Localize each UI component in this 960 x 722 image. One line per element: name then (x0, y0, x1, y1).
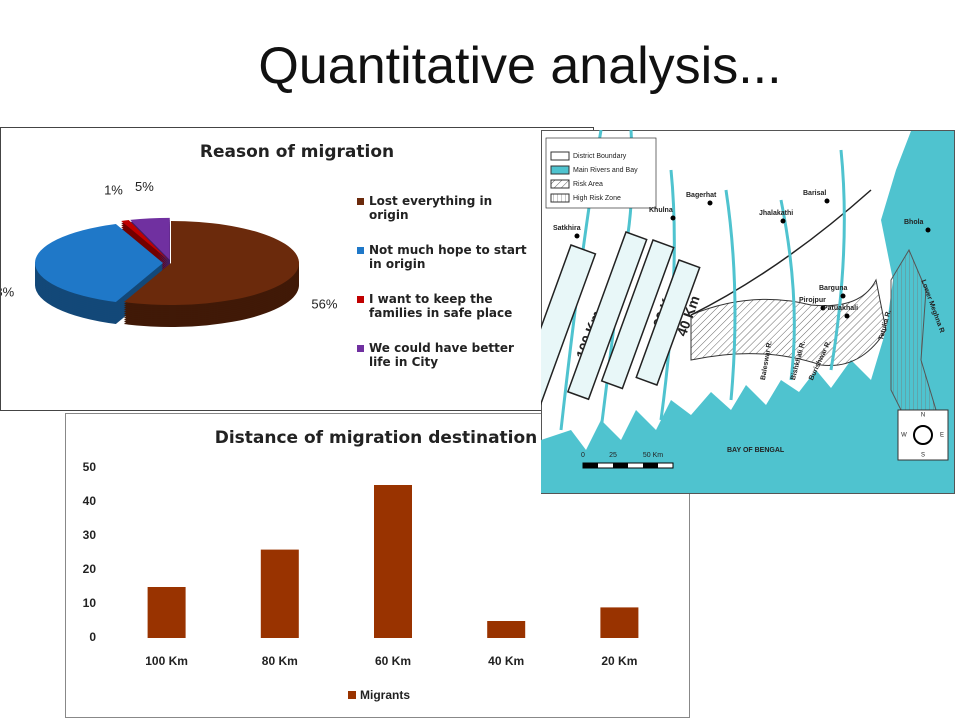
town (707, 200, 713, 206)
legend-label: Not much hope to start in origin (369, 243, 527, 271)
legend-item: I want to keep the families in safe plac… (357, 292, 529, 341)
distance-arrow (635, 259, 701, 386)
legend-swatch (357, 296, 364, 303)
town (670, 215, 676, 221)
place-label: Pirojpur (799, 297, 826, 304)
distance-arrow (566, 231, 648, 401)
legend-label: I want to keep the families in safe plac… (369, 292, 513, 320)
y-tick-label: 10 (83, 596, 97, 610)
legend-label: Lost everything in origin (369, 194, 493, 222)
boundary (690, 189, 872, 316)
y-tick-label: 30 (83, 528, 97, 542)
slide-title: Quantitative analysis... (258, 37, 782, 95)
map-legend-label: High Risk Zone (573, 195, 621, 202)
pie-slice (34, 223, 163, 303)
sea-label: BAY OF BENGAL (727, 447, 785, 454)
legend-swatch (357, 247, 364, 254)
scale-bar (582, 462, 674, 469)
data-label: 56% (311, 297, 337, 312)
bar (487, 621, 526, 638)
map-legend-label: Main Rivers and Bay (573, 167, 638, 174)
legend-swatch (357, 345, 364, 352)
compass-label: W (901, 433, 907, 439)
town (780, 218, 786, 224)
place-label: Khulna (649, 207, 673, 214)
pie-slice (130, 217, 170, 260)
legend-label: Migrants (360, 688, 410, 702)
town (824, 198, 830, 204)
bar (260, 549, 299, 638)
compass (897, 409, 949, 461)
pie-slice (123, 221, 299, 305)
legend-swatch (348, 691, 356, 699)
map: District Boundary Main Rivers and Bay Risk… (541, 130, 955, 494)
place-label: Satkhira (553, 225, 581, 232)
compass-label: N (921, 413, 925, 419)
y-tick-label: 40 (83, 494, 97, 508)
town (840, 293, 846, 299)
slice-side (121, 226, 169, 266)
swatch (550, 151, 570, 161)
slice-side (121, 222, 169, 262)
town (844, 313, 850, 319)
scale-label: 50 Km (643, 452, 663, 459)
x-tick-label: 80 Km (262, 654, 298, 668)
pie-canvas: Reason of migration 56% 38% 1% 5% (1, 142, 394, 327)
data-label: 1% (104, 183, 123, 198)
x-tick-label: 40 Km (488, 654, 524, 668)
slice-side (121, 224, 169, 264)
pie-slice (121, 220, 169, 260)
high-risk-zone (890, 248, 937, 431)
legend-item: Lost everything in origin (357, 194, 529, 243)
x-tick-label: 100 Km (145, 654, 188, 668)
town (820, 305, 826, 311)
data-label: 38% (1, 284, 15, 299)
legend-item: We could have better life in City (357, 341, 529, 390)
place-label: Bhola (904, 219, 924, 226)
map-legend-label: District Boundary (573, 153, 627, 160)
distance-arrow (600, 239, 675, 390)
swatch (550, 179, 570, 189)
legend: Lost everything in origin Not much hope t… (357, 194, 529, 390)
x-tick-label: 20 Km (601, 654, 637, 668)
y-tick-label: 50 (83, 460, 97, 474)
distance-arrow (541, 244, 597, 443)
bar-canvas: Distance of migration destination 0 10 20 3… (83, 428, 639, 702)
x-tick-label: 60 Km (375, 654, 411, 668)
bar (374, 485, 412, 638)
town (925, 227, 931, 233)
map-legend-label: Risk Area (573, 181, 603, 188)
scale-label: 25 (609, 452, 617, 459)
legend-swatch (357, 198, 364, 205)
bar (600, 607, 639, 638)
legend-label: We could have better life in City (369, 341, 514, 369)
bar (147, 587, 186, 638)
place-label: Bagerhat (686, 192, 717, 199)
risk-area (690, 278, 887, 367)
place-label: Barisal (803, 190, 826, 197)
pie-chart: Reason of migration 56% 38% 1% 5% Lost ever… (0, 127, 594, 411)
bay (541, 131, 954, 493)
data-label: 5% (135, 179, 154, 194)
compass-label: E (940, 433, 944, 439)
scale-label: 0 (581, 452, 585, 459)
y-tick-label: 0 (89, 630, 96, 644)
y-tick-label: 20 (83, 562, 97, 576)
legend-item: Not much hope to start in origin (357, 243, 529, 292)
place-label: Barguna (819, 285, 848, 292)
compass-label: S (921, 453, 925, 459)
town (574, 233, 580, 239)
place-label: Patuakhali (823, 305, 858, 312)
swatch (550, 165, 570, 175)
chart-title: Reason of migration (200, 142, 394, 162)
chart-title: Distance of migration destination (215, 428, 538, 448)
place-label: Jhalakathi (759, 210, 793, 217)
swatch (550, 193, 570, 203)
